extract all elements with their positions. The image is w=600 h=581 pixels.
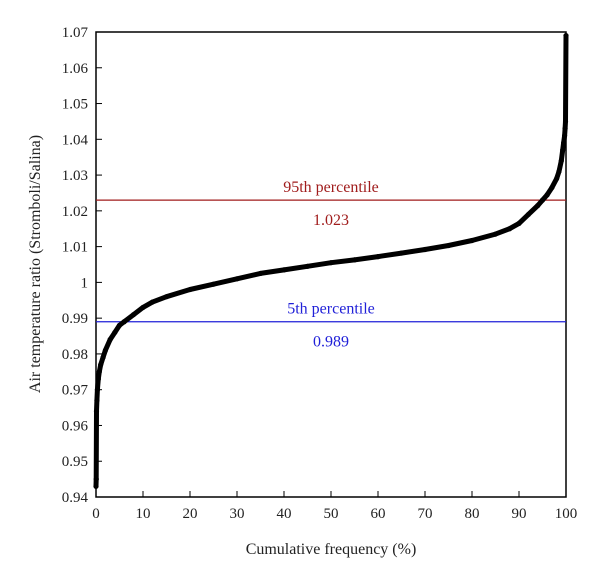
y-tick-label: 1.06	[62, 61, 89, 77]
x-tick-label: 30	[230, 506, 245, 522]
x-tick-label: 60	[371, 506, 386, 522]
x-tick-label: 20	[183, 506, 198, 522]
reference-line-value: 1.023	[313, 212, 349, 229]
x-tick-label: 100	[555, 506, 578, 522]
x-tick-label: 50	[324, 506, 339, 522]
y-tick-label: 1.01	[62, 240, 88, 256]
x-tick-label: 90	[512, 506, 527, 522]
x-axis-title: Cumulative frequency (%)	[246, 541, 417, 558]
data-series	[93, 32, 569, 489]
x-tick-label: 70	[418, 506, 433, 522]
series-curve	[93, 33, 569, 489]
reference-line-name: 5th percentile	[287, 301, 375, 318]
x-tick-label: 80	[465, 506, 480, 522]
reference-line-value: 0.989	[313, 334, 349, 351]
y-tick-label: 0.99	[62, 311, 88, 327]
y-tick-label: 0.96	[62, 418, 89, 434]
y-tick-label: 1.07	[62, 25, 89, 41]
x-tick-label: 0	[92, 506, 100, 522]
y-tick-label: 0.95	[62, 454, 88, 470]
reference-line-name: 95th percentile	[283, 179, 379, 196]
y-axis-title: Air temperature ratio (Stromboli/Salina)	[27, 135, 44, 393]
y-tick-label: 1.02	[62, 204, 88, 220]
y-tick-label: 1.03	[62, 168, 88, 184]
reference-lines: 95th percentile 1.023 5th percentile 0.989	[96, 179, 566, 351]
x-tick-label: 40	[277, 506, 292, 522]
y-tick-label: 0.97	[62, 383, 89, 399]
y-tick-label: 1.05	[62, 97, 88, 113]
x-tick-label: 10	[136, 506, 151, 522]
y-tick-label: 0.98	[62, 347, 88, 363]
y-tick-label: 0.94	[62, 490, 89, 506]
y-tick-label: 1.04	[62, 132, 89, 148]
y-tick-label: 1	[81, 275, 89, 291]
axis-ticks: 0 10 20 30 40 50 60 70 80 90 100 0.94 0.95 0.96 0.97 0.…	[62, 25, 578, 522]
